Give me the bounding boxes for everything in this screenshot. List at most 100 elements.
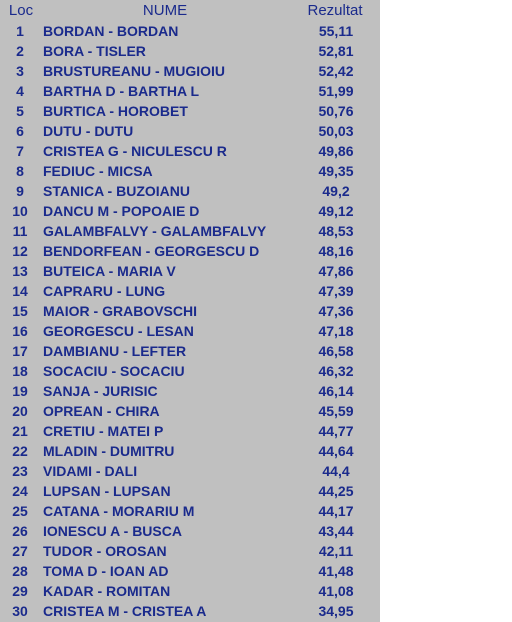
nume-cell: BORA - TISLER [43, 41, 303, 61]
nume-cell: CRISTEA M - CRISTEA A [43, 601, 303, 621]
table-row: 11 GALAMBFALVY - GALAMBFALVY 48,53 [0, 221, 380, 241]
rezultat-cell: 50,03 [296, 121, 376, 141]
rezultat-cell: 55,11 [296, 21, 376, 41]
loc-cell: 21 [0, 421, 40, 441]
nume-cell: FEDIUC - MICSA [43, 161, 303, 181]
rezultat-cell: 47,39 [296, 281, 376, 301]
nume-cell: GEORGESCU - LESAN [43, 321, 303, 341]
loc-cell: 5 [0, 101, 40, 121]
nume-cell: GALAMBFALVY - GALAMBFALVY [43, 221, 303, 241]
loc-cell: 4 [0, 81, 40, 101]
rezultat-cell: 44,17 [296, 501, 376, 521]
loc-cell: 24 [0, 481, 40, 501]
table-row: 5 BURTICA - HOROBET 50,76 [0, 101, 380, 121]
rezultat-cell: 52,81 [296, 41, 376, 61]
rezultat-cell: 49,86 [296, 141, 376, 161]
table-row: 28 TOMA D - IOAN AD 41,48 [0, 561, 380, 581]
loc-cell: 14 [0, 281, 40, 301]
loc-cell: 11 [0, 221, 40, 241]
nume-cell: STANICA - BUZOIANU [43, 181, 303, 201]
loc-cell: 3 [0, 61, 40, 81]
rezultat-cell: 47,18 [296, 321, 376, 341]
rezultat-cell: 51,99 [296, 81, 376, 101]
table-row: 7 CRISTEA G - NICULESCU R 49,86 [0, 141, 380, 161]
loc-cell: 2 [0, 41, 40, 61]
loc-cell: 13 [0, 261, 40, 281]
loc-cell: 8 [0, 161, 40, 181]
rezultat-cell: 41,08 [296, 581, 376, 601]
nume-cell: CATANA - MORARIU M [43, 501, 303, 521]
nume-cell: BORDAN - BORDAN [43, 21, 303, 41]
rezultat-cell: 44,77 [296, 421, 376, 441]
nume-cell: TOMA D - IOAN AD [43, 561, 303, 581]
table-row: 18 SOCACIU - SOCACIU 46,32 [0, 361, 380, 381]
table-header: Loc NUME Rezultat [0, 1, 380, 21]
rezultat-cell: 44,64 [296, 441, 376, 461]
loc-cell: 20 [0, 401, 40, 421]
table-row: 19 SANJA - JURISIC 46,14 [0, 381, 380, 401]
nume-cell: CRISTEA G - NICULESCU R [43, 141, 303, 161]
table-row: 21 CRETIU - MATEI P 44,77 [0, 421, 380, 441]
header-loc: Loc [0, 1, 42, 21]
rezultat-cell: 52,42 [296, 61, 376, 81]
nume-cell: LUPSAN - LUPSAN [43, 481, 303, 501]
nume-cell: SOCACIU - SOCACIU [43, 361, 303, 381]
loc-cell: 12 [0, 241, 40, 261]
loc-cell: 19 [0, 381, 40, 401]
header-nume: NUME [80, 1, 250, 21]
nume-cell: DAMBIANU - LEFTER [43, 341, 303, 361]
rezultat-cell: 47,36 [296, 301, 376, 321]
rezultat-cell: 34,95 [296, 601, 376, 621]
loc-cell: 15 [0, 301, 40, 321]
rezultat-cell: 41,48 [296, 561, 376, 581]
loc-cell: 1 [0, 21, 40, 41]
rezultat-cell: 46,14 [296, 381, 376, 401]
loc-cell: 17 [0, 341, 40, 361]
loc-cell: 26 [0, 521, 40, 541]
loc-cell: 30 [0, 601, 40, 621]
table-row: 24 LUPSAN - LUPSAN 44,25 [0, 481, 380, 501]
rezultat-cell: 43,44 [296, 521, 376, 541]
table-row: 29 KADAR - ROMITAN 41,08 [0, 581, 380, 601]
nume-cell: MAIOR - GRABOVSCHI [43, 301, 303, 321]
table-row: 16 GEORGESCU - LESAN 47,18 [0, 321, 380, 341]
loc-cell: 10 [0, 201, 40, 221]
table-row: 14 CAPRARU - LUNG 47,39 [0, 281, 380, 301]
loc-cell: 16 [0, 321, 40, 341]
results-table: Loc NUME Rezultat 1 BORDAN - BORDAN 55,11 2… [0, 0, 380, 622]
table-row: 3 BRUSTUREANU - MUGIOIU 52,42 [0, 61, 380, 81]
loc-cell: 23 [0, 461, 40, 481]
rezultat-cell: 49,2 [296, 181, 376, 201]
rezultat-cell: 44,25 [296, 481, 376, 501]
loc-cell: 27 [0, 541, 40, 561]
nume-cell: TUDOR - OROSAN [43, 541, 303, 561]
rezultat-cell: 42,11 [296, 541, 376, 561]
nume-cell: IONESCU A - BUSCA [43, 521, 303, 541]
nume-cell: CAPRARU - LUNG [43, 281, 303, 301]
table-row: 20 OPREAN - CHIRA 45,59 [0, 401, 380, 421]
table-row: 15 MAIOR - GRABOVSCHI 47,36 [0, 301, 380, 321]
table-row: 8 FEDIUC - MICSA 49,35 [0, 161, 380, 181]
nume-cell: KADAR - ROMITAN [43, 581, 303, 601]
rezultat-cell: 49,12 [296, 201, 376, 221]
nume-cell: BUTEICA - MARIA V [43, 261, 303, 281]
rezultat-cell: 47,86 [296, 261, 376, 281]
rezultat-cell: 48,53 [296, 221, 376, 241]
rezultat-cell: 48,16 [296, 241, 376, 261]
loc-cell: 29 [0, 581, 40, 601]
nume-cell: DUTU - DUTU [43, 121, 303, 141]
rezultat-cell: 49,35 [296, 161, 376, 181]
loc-cell: 18 [0, 361, 40, 381]
table-row: 9 STANICA - BUZOIANU 49,2 [0, 181, 380, 201]
table-row: 13 BUTEICA - MARIA V 47,86 [0, 261, 380, 281]
rezultat-cell: 46,32 [296, 361, 376, 381]
nume-cell: MLADIN - DUMITRU [43, 441, 303, 461]
table-row: 17 DAMBIANU - LEFTER 46,58 [0, 341, 380, 361]
loc-cell: 28 [0, 561, 40, 581]
table-row: 6 DUTU - DUTU 50,03 [0, 121, 380, 141]
rezultat-cell: 50,76 [296, 101, 376, 121]
nume-cell: BENDORFEAN - GEORGESCU D [43, 241, 303, 261]
nume-cell: SANJA - JURISIC [43, 381, 303, 401]
table-row: 25 CATANA - MORARIU M 44,17 [0, 501, 380, 521]
nume-cell: OPREAN - CHIRA [43, 401, 303, 421]
